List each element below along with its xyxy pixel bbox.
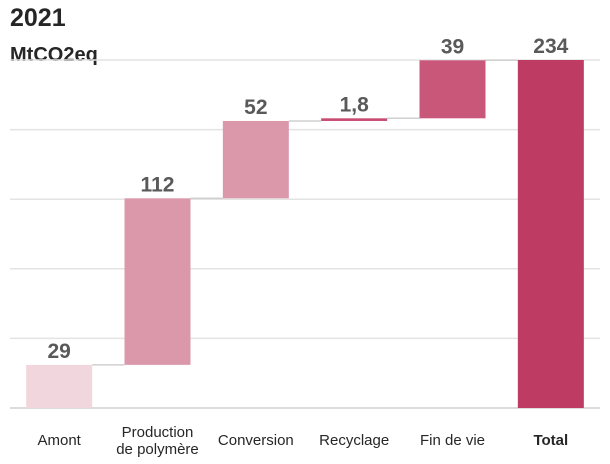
value-label: 29 [47, 340, 70, 363]
bar-conversion [222, 120, 289, 199]
value-label: 234 [533, 35, 568, 58]
category-label: de polymère [116, 441, 199, 458]
category-label: Fin de vie [420, 432, 485, 449]
value-label: 1,8 [340, 93, 370, 116]
bar-total [517, 60, 584, 408]
category-label: Recyclage [319, 432, 389, 449]
bar-recyclage [321, 118, 388, 121]
value-label: 52 [244, 96, 267, 119]
category-label: Conversion [218, 432, 294, 449]
chart-title: 2021 [10, 4, 66, 32]
value-label: 39 [441, 35, 464, 58]
category-label: Production [122, 424, 194, 441]
bar-production-de-polymère [124, 198, 191, 365]
category-label: Total [533, 432, 568, 449]
bar-amont [26, 364, 93, 408]
bar-fin-de-vie [419, 60, 486, 119]
category-label: Amont [37, 432, 81, 449]
value-label: 112 [141, 173, 175, 196]
